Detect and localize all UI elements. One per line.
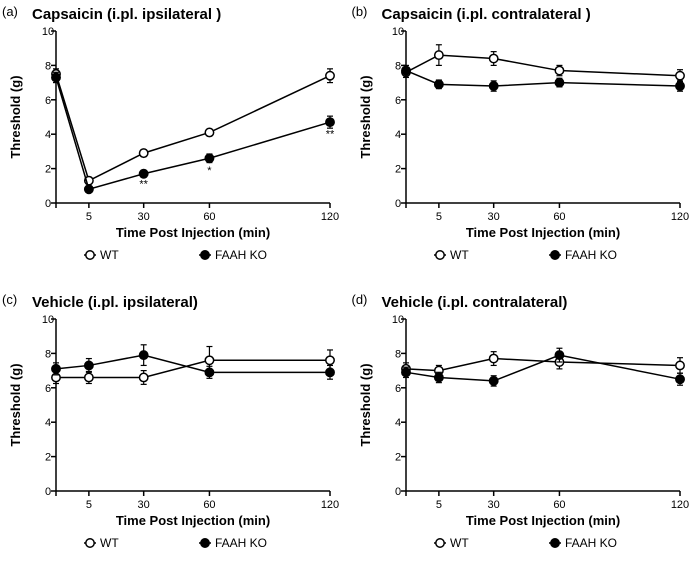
svg-text:0: 0 bbox=[394, 198, 400, 210]
svg-text:0: 0 bbox=[45, 486, 51, 498]
svg-text:4: 4 bbox=[394, 417, 400, 429]
svg-text:120: 120 bbox=[321, 211, 339, 223]
svg-text:2: 2 bbox=[394, 164, 400, 176]
svg-text:Threshold (g): Threshold (g) bbox=[8, 75, 23, 158]
panel-d: (d) Vehicle (i.pl. contralateral) 0 2 4 6 8 1… bbox=[350, 288, 699, 575]
svg-text:**: ** bbox=[326, 129, 335, 141]
panel-d-title: Vehicle (i.pl. contralateral) bbox=[382, 294, 696, 311]
svg-text:FAAH KO: FAAH KO bbox=[565, 536, 617, 550]
svg-text:5: 5 bbox=[435, 499, 441, 511]
svg-text:60: 60 bbox=[203, 211, 215, 223]
svg-text:60: 60 bbox=[553, 211, 565, 223]
svg-text:**: ** bbox=[139, 179, 148, 191]
svg-text:Threshold (g): Threshold (g) bbox=[358, 75, 373, 158]
svg-text:6: 6 bbox=[45, 382, 51, 394]
svg-text:2: 2 bbox=[45, 164, 51, 176]
svg-text:*: * bbox=[207, 165, 212, 177]
panel-c-label: (c) bbox=[2, 292, 17, 307]
svg-text:WT: WT bbox=[450, 536, 469, 550]
svg-text:Time Post Injection (min): Time Post Injection (min) bbox=[116, 513, 270, 528]
svg-text:Threshold (g): Threshold (g) bbox=[358, 363, 373, 446]
svg-text:6: 6 bbox=[394, 382, 400, 394]
svg-text:2: 2 bbox=[394, 451, 400, 463]
svg-text:4: 4 bbox=[394, 129, 400, 141]
svg-text:Time Post Injection (min): Time Post Injection (min) bbox=[465, 225, 619, 240]
svg-text:120: 120 bbox=[670, 499, 688, 511]
svg-text:10: 10 bbox=[391, 314, 403, 326]
svg-text:30: 30 bbox=[487, 499, 499, 511]
svg-text:120: 120 bbox=[670, 211, 688, 223]
panel-d-label: (d) bbox=[352, 292, 368, 307]
svg-text:6: 6 bbox=[45, 95, 51, 107]
svg-text:30: 30 bbox=[138, 499, 150, 511]
svg-text:FAAH KO: FAAH KO bbox=[215, 248, 267, 262]
svg-text:8: 8 bbox=[394, 348, 400, 360]
svg-text:WT: WT bbox=[100, 248, 119, 262]
svg-text:10: 10 bbox=[42, 314, 54, 326]
svg-text:WT: WT bbox=[450, 248, 469, 262]
panel-a: (a) Capsaicin (i.pl. ipsilateral ) 0 2 4 6 8… bbox=[0, 0, 350, 288]
svg-text:0: 0 bbox=[45, 198, 51, 210]
svg-text:FAAH KO: FAAH KO bbox=[565, 248, 617, 262]
panel-d-svg: 0 2 4 6 8 10 5 30 60 120 Threshold (g) Time Post In… bbox=[354, 311, 694, 571]
panel-b-title: Capsaicin (i.pl. contralateral ) bbox=[382, 6, 696, 23]
svg-text:5: 5 bbox=[86, 499, 92, 511]
svg-text:Time Post Injection (min): Time Post Injection (min) bbox=[465, 513, 619, 528]
svg-text:Threshold (g): Threshold (g) bbox=[8, 363, 23, 446]
svg-text:WT: WT bbox=[100, 536, 119, 550]
svg-text:8: 8 bbox=[45, 348, 51, 360]
svg-text:30: 30 bbox=[138, 211, 150, 223]
svg-text:4: 4 bbox=[45, 417, 51, 429]
panel-c-title: Vehicle (i.pl. ipsilateral) bbox=[32, 294, 346, 311]
svg-text:4: 4 bbox=[45, 129, 51, 141]
panel-c-svg: 0 2 4 6 8 10 5 30 60 120 Threshold (g) Time Post In… bbox=[4, 311, 344, 571]
panel-a-svg: 0 2 4 6 8 10 5 30 60 120 Threshold (g) Time Post In… bbox=[4, 23, 344, 283]
svg-text:5: 5 bbox=[86, 211, 92, 223]
panel-b: (b) Capsaicin (i.pl. contralateral ) 0 2 4… bbox=[350, 0, 699, 288]
svg-text:0: 0 bbox=[394, 486, 400, 498]
panel-c: (c) Vehicle (i.pl. ipsilateral) 0 2 4 6 8 10 5… bbox=[0, 288, 350, 575]
svg-text:60: 60 bbox=[203, 499, 215, 511]
svg-text:30: 30 bbox=[487, 211, 499, 223]
svg-text:60: 60 bbox=[553, 499, 565, 511]
svg-text:5: 5 bbox=[435, 211, 441, 223]
panel-b-label: (b) bbox=[352, 4, 368, 19]
panel-a-label: (a) bbox=[2, 4, 18, 19]
svg-text:120: 120 bbox=[321, 499, 339, 511]
svg-text:6: 6 bbox=[394, 95, 400, 107]
panel-a-title: Capsaicin (i.pl. ipsilateral ) bbox=[32, 6, 346, 23]
svg-text:8: 8 bbox=[45, 60, 51, 72]
svg-text:10: 10 bbox=[42, 26, 54, 38]
svg-text:2: 2 bbox=[45, 451, 51, 463]
svg-text:10: 10 bbox=[391, 26, 403, 38]
svg-text:Time Post Injection (min): Time Post Injection (min) bbox=[116, 225, 270, 240]
svg-text:FAAH KO: FAAH KO bbox=[215, 536, 267, 550]
svg-text:8: 8 bbox=[394, 60, 400, 72]
panel-b-svg: 0 2 4 6 8 10 5 30 60 120 Threshold (g) Time Post In… bbox=[354, 23, 694, 283]
figure-grid: (a) Capsaicin (i.pl. ipsilateral ) 0 2 4 6 8… bbox=[0, 0, 699, 575]
